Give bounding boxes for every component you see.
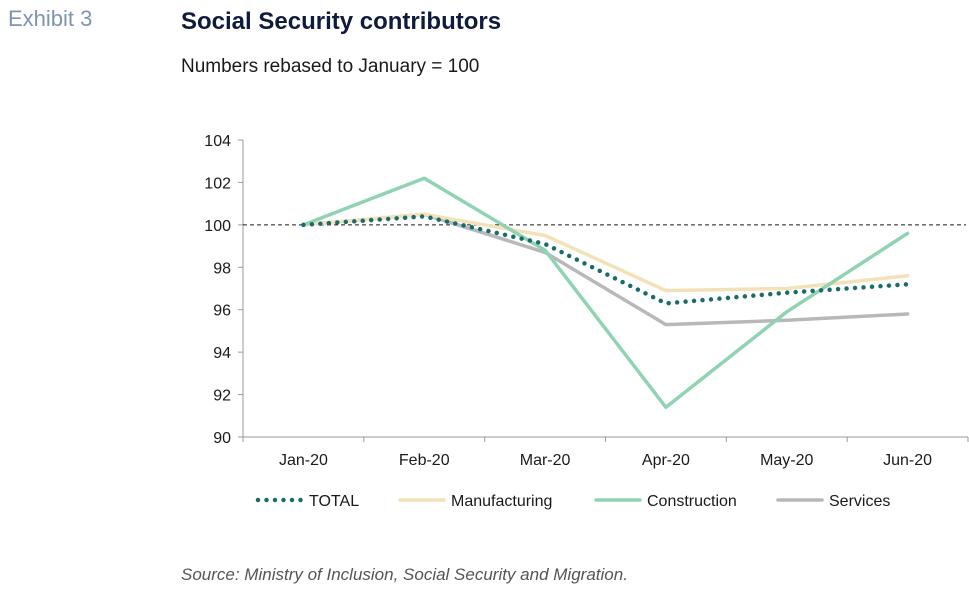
legend-label-total: TOTAL xyxy=(309,493,359,510)
y-tick-label: 102 xyxy=(204,175,231,192)
x-tick-label: Jan-20 xyxy=(279,452,328,469)
series-line-services xyxy=(301,212,910,327)
legend-label-services: Services xyxy=(829,493,890,510)
chart-subtitle: Numbers rebased to January = 100 xyxy=(181,56,480,77)
y-tick-label: 100 xyxy=(204,218,231,235)
series-line-construction xyxy=(301,176,910,410)
series-line-total xyxy=(301,214,910,306)
source-note: Source: Ministry of Inclusion, Social Se… xyxy=(181,565,628,584)
x-tick-label: Jun-20 xyxy=(883,452,932,469)
y-tick-label: 104 xyxy=(204,133,231,150)
x-tick-label: Mar-20 xyxy=(520,452,571,469)
x-tick-label: Feb-20 xyxy=(399,452,450,469)
legend-label-construction: Construction xyxy=(647,493,737,510)
y-tick-label: 90 xyxy=(213,430,231,447)
y-tick-label: 92 xyxy=(213,388,231,405)
exhibit-label: Exhibit 3 xyxy=(8,6,93,31)
chart-title: Social Security contributors xyxy=(181,8,502,35)
y-tick-label: 96 xyxy=(213,303,231,320)
x-tick-label: May-20 xyxy=(760,452,813,469)
x-tick-label: Apr-20 xyxy=(642,452,690,469)
y-tick-label: 94 xyxy=(213,345,231,362)
y-tick-label: 98 xyxy=(213,260,231,277)
series-line-manufacturing xyxy=(301,212,910,293)
legend-label-manufacturing: Manufacturing xyxy=(451,493,552,510)
